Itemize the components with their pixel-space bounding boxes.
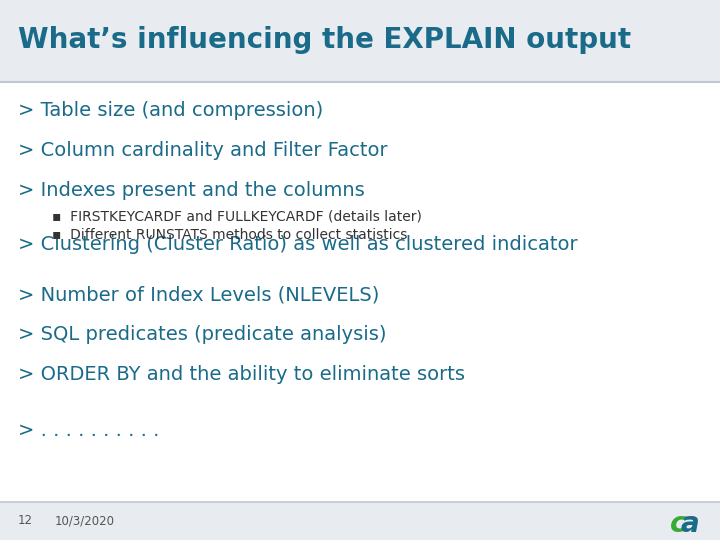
Text: c: c [670, 510, 686, 538]
Bar [0, 502, 720, 540]
Text: ▪  FIRSTKEYCARDF and FULLKEYCARDF (details later): ▪ FIRSTKEYCARDF and FULLKEYCARDF (detail… [52, 210, 422, 224]
Text: > ORDER BY and the ability to eliminate sorts: > ORDER BY and the ability to eliminate … [18, 366, 465, 384]
Text: > Clustering (Cluster Ratio) as well as clustered indicator: > Clustering (Cluster Ratio) as well as … [18, 235, 577, 254]
Text: > Table size (and compression): > Table size (and compression) [18, 100, 323, 119]
Text: > SQL predicates (predicate analysis): > SQL predicates (predicate analysis) [18, 326, 387, 345]
Text: 12: 12 [18, 515, 33, 528]
Text: > Indexes present and the columns: > Indexes present and the columns [18, 180, 365, 199]
Text: > Number of Index Levels (NLEVELS): > Number of Index Levels (NLEVELS) [18, 286, 379, 305]
Text: > . . . . . . . . . .: > . . . . . . . . . . [18, 421, 159, 440]
Text: What’s influencing the EXPLAIN output: What’s influencing the EXPLAIN output [18, 26, 631, 54]
Bar [0, 0, 720, 80]
Text: 10/3/2020: 10/3/2020 [55, 515, 115, 528]
Text: a: a [681, 510, 700, 538]
Text: ▪  Different RUNSTATS methods to collect statistics: ▪ Different RUNSTATS methods to collect … [52, 228, 408, 242]
Text: > Column cardinality and Filter Factor: > Column cardinality and Filter Factor [18, 140, 387, 159]
